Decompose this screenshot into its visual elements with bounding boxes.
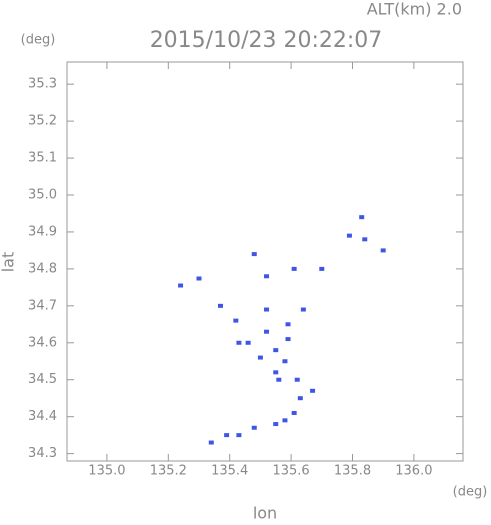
echo-point [380, 248, 386, 253]
y-unit: (deg) [21, 33, 56, 48]
echo-point [285, 337, 291, 342]
y-axis-label: lat [0, 252, 18, 273]
echo-point [251, 252, 257, 257]
y-tick-label: 34.4 [28, 409, 57, 424]
echo-point [178, 283, 184, 288]
echo-point [362, 237, 368, 242]
echo-point [273, 348, 279, 353]
echo-point [291, 410, 297, 415]
echo-point [273, 370, 279, 375]
echo-point [310, 388, 316, 393]
echo-point [224, 433, 230, 438]
y-tick-label: 34.3 [28, 446, 57, 461]
echo-point [208, 440, 214, 445]
echo-point [257, 355, 263, 360]
y-tick-label: 34.6 [28, 335, 57, 350]
y-tick-label: 35.3 [28, 77, 57, 92]
echo-point [282, 359, 288, 364]
x-unit: (deg) [453, 485, 488, 500]
echo-point [346, 233, 352, 238]
x-tick-label: 135.0 [88, 464, 125, 479]
echo-point [282, 418, 288, 423]
x-tick-label: 136.0 [395, 464, 432, 479]
altitude-label: ALT(km) 2.0 [367, 0, 462, 19]
plot-frame [66, 61, 464, 462]
echo-point [264, 274, 270, 279]
echo-point [291, 266, 297, 271]
echo-point [319, 266, 325, 271]
echo-point [245, 340, 251, 345]
echo-point [217, 303, 223, 308]
x-tick-label: 135.2 [150, 464, 187, 479]
y-tick-label: 35.1 [28, 151, 57, 166]
echo-point [294, 377, 300, 382]
echo-point [251, 425, 257, 430]
echo-point [285, 322, 291, 327]
x-tick-label: 135.8 [334, 464, 371, 479]
x-tick-label: 135.6 [272, 464, 309, 479]
echo-point [236, 433, 242, 438]
echo-point [300, 307, 306, 312]
echo-point [196, 276, 202, 281]
echo-point [264, 307, 270, 312]
echo-point [276, 377, 282, 382]
y-tick-label: 34.9 [28, 224, 57, 239]
y-tick-label: 35.0 [28, 188, 57, 203]
x-tick-label: 135.4 [211, 464, 248, 479]
x-axis-label: lon [253, 504, 277, 522]
echo-point [233, 318, 239, 323]
echo-point [273, 422, 279, 427]
echo-point [359, 215, 365, 220]
echo-point [236, 340, 242, 345]
y-tick-label: 34.7 [28, 298, 57, 313]
y-tick-label: 35.2 [28, 114, 57, 129]
echo-point [264, 329, 270, 334]
y-tick-label: 34.5 [28, 372, 57, 387]
echo-point [297, 396, 303, 401]
y-tick-label: 34.8 [28, 261, 57, 276]
chart-title: 2015/10/23 20:22:07 [150, 28, 383, 53]
